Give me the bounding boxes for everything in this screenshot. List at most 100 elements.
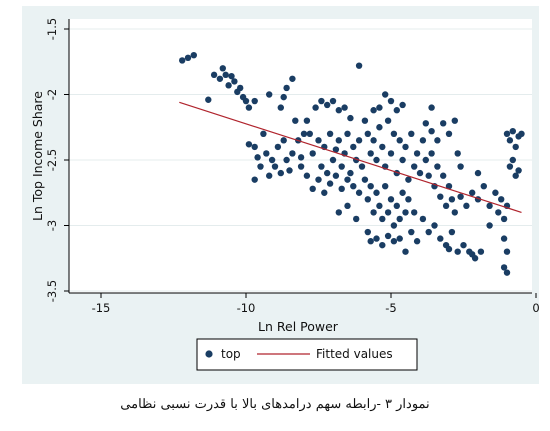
data-point <box>422 156 429 164</box>
data-point <box>303 172 311 179</box>
data-point <box>257 163 264 170</box>
data-point <box>399 189 406 196</box>
data-point <box>179 57 186 64</box>
data-point <box>364 228 371 236</box>
data-point <box>457 193 464 200</box>
data-point <box>318 163 325 170</box>
data-point <box>393 107 400 114</box>
data-point <box>329 97 337 105</box>
data-point <box>367 238 374 245</box>
data-point <box>399 101 406 109</box>
data-point <box>460 241 467 249</box>
data-point <box>370 107 377 114</box>
data-point <box>370 209 377 216</box>
x-tick-label: 0 <box>532 301 539 315</box>
y-axis-label: Ln Top Income Share <box>30 91 45 221</box>
data-point <box>318 97 325 105</box>
data-point <box>440 172 447 179</box>
data-point <box>245 104 253 111</box>
data-point <box>216 75 224 82</box>
data-point <box>448 196 456 203</box>
data-point <box>500 215 508 223</box>
data-point <box>266 91 273 98</box>
data-point <box>506 137 514 144</box>
data-point <box>480 183 487 190</box>
data-point <box>448 228 456 236</box>
data-point <box>271 163 279 170</box>
y-tick-label: -3 <box>45 220 59 231</box>
data-point <box>364 130 371 137</box>
data-point <box>355 137 363 144</box>
legend: top Fitted values <box>196 338 418 371</box>
data-point <box>382 183 389 190</box>
data-point <box>315 176 322 183</box>
x-tick-label: -10 <box>237 301 256 315</box>
chart-figure: -1.5 -2 -2.5 -3 -3.5 -15 -10 -5 0 Ln Rel Power L… <box>22 6 539 384</box>
data-point <box>373 235 380 242</box>
data-point <box>361 176 369 183</box>
data-point <box>445 130 453 137</box>
data-point <box>280 137 287 144</box>
data-point <box>437 193 444 200</box>
data-point <box>347 114 354 122</box>
data-point <box>332 172 340 179</box>
scatter-chart: -1.5 -2 -2.5 -3 -3.5 -15 -10 -5 0 Ln Rel Power L… <box>30 18 539 371</box>
data-point <box>219 65 226 72</box>
data-point <box>347 169 354 177</box>
data-point <box>292 117 299 124</box>
x-axis-label: Ln Rel Power <box>258 319 339 334</box>
data-point <box>463 202 470 210</box>
data-point <box>405 176 412 183</box>
data-point <box>242 97 250 105</box>
data-point <box>379 143 386 151</box>
data-point <box>382 91 389 98</box>
data-point <box>303 117 311 124</box>
data-point <box>289 75 296 82</box>
data-point <box>344 130 351 137</box>
data-point <box>355 189 363 196</box>
data-point <box>376 202 383 210</box>
data-point <box>396 137 403 144</box>
data-point <box>422 120 429 127</box>
data-point <box>353 215 360 223</box>
data-point <box>454 248 461 255</box>
data-point <box>428 104 435 111</box>
data-point <box>332 146 340 153</box>
data-point <box>228 72 235 80</box>
data-point <box>251 143 258 151</box>
data-point <box>205 96 212 103</box>
data-point <box>379 215 386 223</box>
data-point <box>384 209 392 216</box>
data-point <box>254 154 261 161</box>
data-point <box>231 78 238 85</box>
data-point <box>266 172 273 179</box>
data-point <box>222 71 229 79</box>
data-point <box>408 228 415 236</box>
data-point <box>503 269 511 276</box>
data-point <box>387 150 395 157</box>
data-point <box>402 143 409 151</box>
data-point <box>445 245 453 253</box>
data-point <box>312 104 319 111</box>
data-point <box>451 117 458 124</box>
data-point <box>440 120 447 127</box>
data-point <box>451 209 458 216</box>
data-point <box>289 150 296 157</box>
data-point <box>309 185 316 193</box>
data-point <box>390 238 398 245</box>
data-point <box>280 93 287 101</box>
data-point <box>350 183 357 190</box>
data-point <box>326 180 334 187</box>
legend-label-top: top <box>221 347 241 361</box>
data-point <box>286 167 293 174</box>
data-point <box>268 156 276 164</box>
data-point <box>503 248 511 255</box>
data-point <box>434 163 441 170</box>
data-point <box>364 196 371 203</box>
figure-caption: نمودار ۳ -رابطه سهم درامدهای بالا با قدر… <box>120 397 430 412</box>
data-point <box>335 137 342 144</box>
data-point <box>457 163 464 170</box>
data-point <box>338 185 345 193</box>
data-point <box>442 202 450 210</box>
data-point <box>425 172 432 179</box>
